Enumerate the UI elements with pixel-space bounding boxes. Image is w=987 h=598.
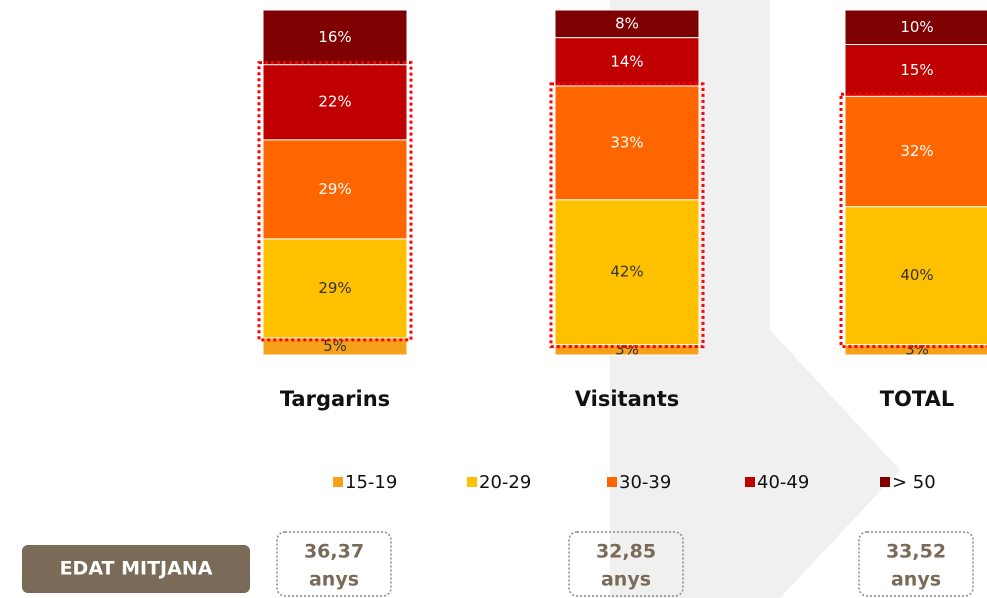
mean-age-label: EDAT MITJANA xyxy=(60,558,213,580)
legend-swatch xyxy=(607,477,617,487)
legend-swatch xyxy=(467,477,477,487)
mean-age-value: 32,85 xyxy=(596,541,656,563)
segment-label: 5% xyxy=(323,337,347,355)
segment-label: 32% xyxy=(900,142,933,160)
legend-label: 40-49 xyxy=(757,472,809,493)
segment-label: 29% xyxy=(318,279,351,297)
bar-segment xyxy=(554,9,700,39)
legend-swatch xyxy=(333,477,343,487)
mean-age-unit: anys xyxy=(891,569,941,591)
mean-age-value: 36,37 xyxy=(304,541,364,563)
bar-segment xyxy=(844,206,987,346)
segment-label: 22% xyxy=(318,93,351,111)
bar-segment xyxy=(262,238,408,339)
segment-label: 10% xyxy=(900,18,933,36)
bar-segment xyxy=(844,95,987,208)
legend-swatch xyxy=(745,477,755,487)
mean-age-unit: anys xyxy=(309,569,359,591)
category-label: Visitants xyxy=(575,387,679,411)
legend-label: 15-19 xyxy=(345,472,397,493)
legend-swatch xyxy=(880,477,890,487)
segment-label: 16% xyxy=(318,28,351,46)
mean-age-box xyxy=(568,531,684,597)
legend-label: > 50 xyxy=(892,472,936,493)
mean-age-box xyxy=(276,531,392,597)
segment-label: 42% xyxy=(610,263,643,281)
segment-label: 14% xyxy=(610,52,643,70)
segment-label: 15% xyxy=(900,61,933,79)
segment-label: 33% xyxy=(610,133,643,151)
mean-age-unit: anys xyxy=(601,569,651,591)
segment-label: 40% xyxy=(900,266,933,284)
bar-segment xyxy=(554,37,700,87)
legend-label: 20-29 xyxy=(479,472,531,493)
category-label: TOTAL xyxy=(880,387,955,411)
bar-segment xyxy=(262,139,408,240)
highlight-box xyxy=(839,92,987,349)
bar-segment xyxy=(844,44,987,97)
bar-segment xyxy=(262,64,408,141)
mean-age-badge xyxy=(22,545,250,593)
mean-age-box xyxy=(858,531,974,597)
highlight-box xyxy=(549,82,705,349)
mean-age-value: 33,52 xyxy=(886,541,946,563)
bar-segment xyxy=(262,9,408,66)
bar-segment xyxy=(844,9,987,45)
category-label: Targarins xyxy=(280,387,390,411)
bar-segment xyxy=(554,199,700,346)
segment-label: 8% xyxy=(615,14,639,32)
highlight-box xyxy=(257,61,413,342)
legend-label: 30-39 xyxy=(619,472,671,493)
segment-label: 29% xyxy=(318,180,351,198)
